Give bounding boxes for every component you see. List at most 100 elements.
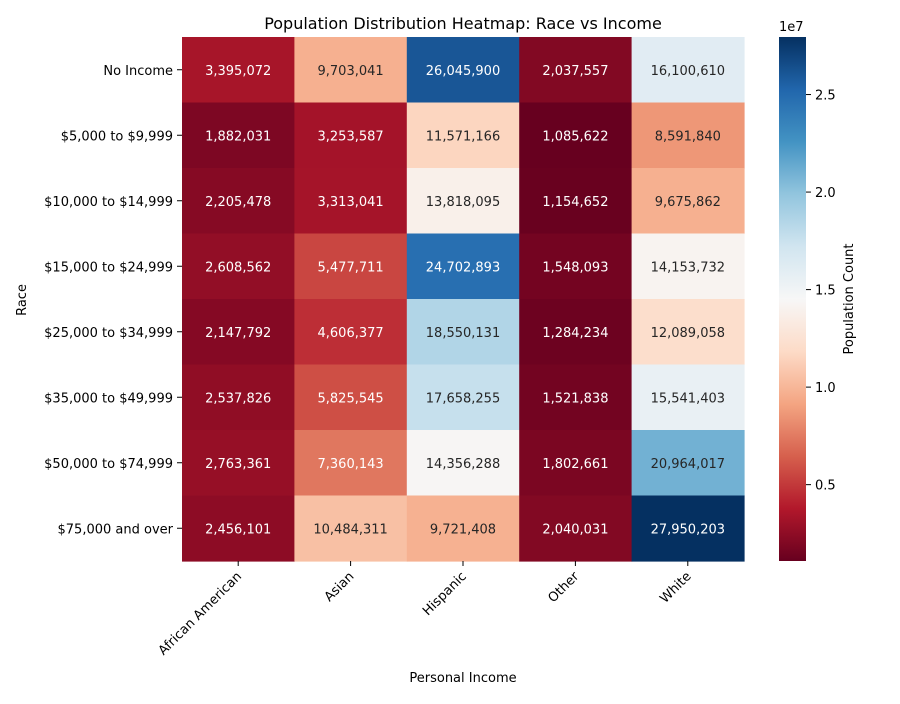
cell-value-label: 14,356,288 — [426, 457, 500, 472]
heatmap-cell — [631, 233, 745, 300]
cell-value-label: 2,205,478 — [205, 195, 271, 210]
heatmap-cell — [182, 495, 295, 562]
colorbar-ticks: 0.5 1.0 1.5 2.0 2.5 — [806, 89, 836, 494]
colorbar-tick-label: 1.0 — [815, 381, 836, 396]
cell-value-label: 16,100,610 — [651, 64, 725, 79]
cell-value-label: 18,550,131 — [426, 326, 500, 341]
y-axis-label: Race — [15, 284, 30, 316]
x-tick-label: Other — [546, 569, 583, 606]
y-tick-labels: No Income $5,000 to $9,999 $10,000 to $14,… — [44, 64, 182, 537]
chart-title: Population Distribution Heatmap: Race vs… — [264, 14, 662, 33]
heatmap-cell — [631, 430, 745, 497]
y-tick-label: No Income — [103, 64, 173, 79]
cell-value-label: 15,541,403 — [651, 391, 725, 406]
colorbar-label: Population Count — [842, 243, 857, 354]
y-tick-label: $75,000 and over — [58, 522, 174, 537]
cell-value-label: 2,608,562 — [205, 260, 271, 275]
heatmap-cell — [631, 168, 745, 235]
heatmap-cell — [519, 495, 633, 562]
cell-value-label: 10,484,311 — [313, 522, 387, 537]
heatmap-cell — [631, 299, 745, 366]
heatmap-cell — [519, 37, 633, 104]
heatmap-cell — [294, 495, 408, 562]
cell-value-label: 11,571,166 — [426, 129, 500, 144]
x-tick-label: White — [657, 569, 694, 606]
heatmap-cell — [294, 364, 408, 431]
cell-value-label: 1,521,838 — [542, 391, 608, 406]
cell-value-label: 2,040,031 — [542, 522, 608, 537]
y-tick-label: $10,000 to $14,999 — [44, 195, 173, 210]
colorbar-tick-label: 0.5 — [815, 479, 836, 494]
heatmap-cell — [294, 37, 408, 104]
cell-value-label: 1,882,031 — [205, 129, 271, 144]
cell-value-label: 2,456,101 — [205, 522, 271, 537]
y-tick-label: $5,000 to $9,999 — [61, 129, 173, 144]
colorbar: 0.5 1.0 1.5 2.0 2.5 1e7 Population Count — [779, 20, 857, 561]
y-tick-label: $35,000 to $49,999 — [44, 391, 173, 406]
cell-value-label: 2,763,361 — [205, 457, 271, 472]
cell-value-label: 2,147,792 — [205, 326, 271, 341]
cell-value-label: 5,825,545 — [318, 391, 384, 406]
heatmap-cell — [182, 364, 295, 431]
cell-value-label: 26,045,900 — [426, 64, 500, 79]
x-tick-labels: African American Asian Hispanic Other White — [156, 561, 695, 659]
heatmap-cell — [294, 430, 408, 497]
heatmap-cell — [182, 299, 295, 366]
cell-value-label: 1,154,652 — [542, 195, 608, 210]
heatmap-cell — [406, 364, 520, 431]
cell-value-label: 9,703,041 — [318, 64, 384, 79]
y-tick-label: $15,000 to $24,999 — [44, 260, 173, 275]
cell-value-label: 14,153,732 — [651, 260, 725, 275]
heatmap-cell — [519, 430, 633, 497]
cell-value-label: 12,089,058 — [651, 326, 725, 341]
heatmap-cell — [631, 364, 745, 431]
heatmap-cell — [406, 233, 520, 300]
colorbar-tick-label: 1.5 — [815, 284, 836, 299]
heatmap-cell — [406, 299, 520, 366]
x-tick-label: African American — [156, 569, 245, 658]
heatmap-cells — [182, 37, 745, 562]
heatmap-cell — [406, 37, 520, 104]
cell-value-label: 17,658,255 — [426, 391, 500, 406]
cell-value-label: 3,395,072 — [205, 64, 271, 79]
colorbar-tick-label: 2.5 — [815, 89, 836, 104]
y-tick-label: $50,000 to $74,999 — [44, 457, 173, 472]
cell-value-label: 8,591,840 — [655, 129, 721, 144]
heatmap-cell — [406, 168, 520, 235]
heatmap-cell — [294, 102, 408, 169]
colorbar-gradient — [779, 37, 806, 561]
cell-value-label: 20,964,017 — [651, 457, 725, 472]
cell-value-label: 27,950,203 — [651, 522, 725, 537]
heatmap-cell — [406, 430, 520, 497]
cell-value-label: 1,085,622 — [542, 129, 608, 144]
cell-value-label: 13,818,095 — [426, 195, 500, 210]
heatmap-cell — [294, 299, 408, 366]
cell-value-label: 3,313,041 — [318, 195, 384, 210]
heatmap-cell — [519, 299, 633, 366]
cell-value-label: 7,360,143 — [318, 457, 384, 472]
colorbar-exponent: 1e7 — [779, 20, 804, 35]
cell-value-label: 2,037,557 — [542, 64, 608, 79]
cell-value-label: 9,675,862 — [655, 195, 721, 210]
heatmap-cell — [519, 168, 633, 235]
cell-value-label: 9,721,408 — [430, 522, 496, 537]
heatmap-cell — [182, 37, 295, 104]
colorbar-tick-label: 2.0 — [815, 186, 836, 201]
heatmap-cell — [519, 233, 633, 300]
heatmap-cell — [631, 102, 745, 169]
heatmap-cell — [294, 168, 408, 235]
heatmap-cell — [182, 430, 295, 497]
heatmap-cell — [182, 102, 295, 169]
heatmap-cell — [182, 233, 295, 300]
heatmap-cell — [182, 168, 295, 235]
cell-value-label: 1,284,234 — [542, 326, 608, 341]
cell-value-label: 5,477,711 — [318, 260, 384, 275]
cell-value-label: 4,606,377 — [318, 326, 384, 341]
heatmap-cell — [631, 495, 745, 562]
heatmap-cell — [406, 495, 520, 562]
cell-value-label: 3,253,587 — [318, 129, 384, 144]
y-tick-label: $25,000 to $34,999 — [44, 326, 173, 341]
heatmap-cell — [519, 364, 633, 431]
heatmap-cell — [631, 37, 745, 104]
